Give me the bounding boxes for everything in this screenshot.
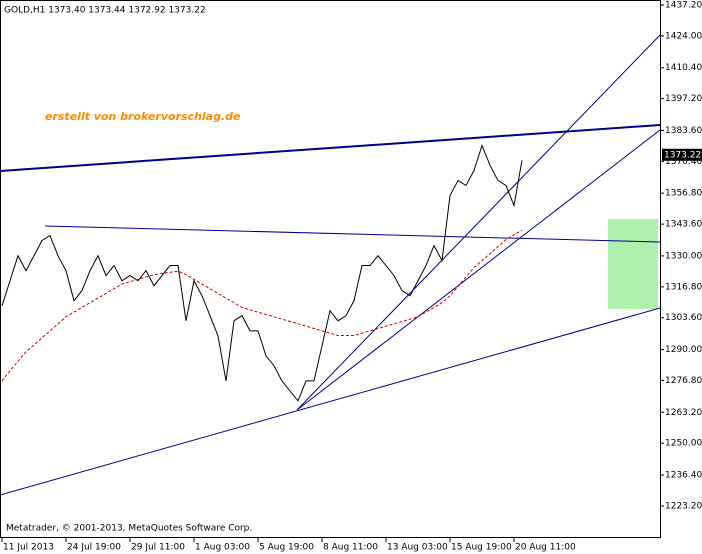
x-tick-label: 15 Aug 19:00 xyxy=(451,543,512,553)
trend-line xyxy=(296,34,661,411)
plot-frame xyxy=(0,0,661,538)
y-tick-label: 1410.40 xyxy=(665,63,702,73)
y-tick-label: 1316.80 xyxy=(665,282,702,292)
y-tick-label: 1236.40 xyxy=(665,471,702,481)
y-tick-label: 1330.00 xyxy=(665,251,702,261)
x-tick-label: 11 Jul 2013 xyxy=(3,543,54,553)
x-tick-label: 8 Aug 11:00 xyxy=(323,543,378,553)
y-tick-label: 1263.20 xyxy=(665,408,702,418)
y-tick-label: 1303.60 xyxy=(665,313,702,323)
price-line xyxy=(1,229,523,382)
y-tick-label: 1383.60 xyxy=(665,126,702,136)
y-tick-label: 1343.60 xyxy=(665,220,702,230)
x-tick-label: 1 Aug 03:00 xyxy=(195,543,250,553)
last-price-box xyxy=(662,148,702,161)
trend-line xyxy=(0,124,661,172)
x-tick-label: 13 Aug 03:00 xyxy=(387,543,448,553)
trend-line xyxy=(44,225,661,243)
y-tick-label: 1437.20 xyxy=(665,1,702,11)
footer: Metatrader, © 2001-2013, MetaQuotes Soft… xyxy=(6,524,252,534)
y-tick-label: 1370.40 xyxy=(665,157,702,167)
y-tick-label: 1276.80 xyxy=(665,376,702,386)
annotation: erstellt von brokervorschlag.de xyxy=(45,110,241,123)
trend-lines xyxy=(0,34,661,496)
y-tick-label: 1356.80 xyxy=(665,189,702,199)
trend-line xyxy=(296,129,661,411)
price-line xyxy=(1,143,523,402)
y-tick-label: 1424.00 xyxy=(665,31,702,41)
x-tick-label: 5 Aug 19:00 xyxy=(259,543,314,553)
x-tick-label: 20 Aug 11:00 xyxy=(515,543,576,553)
x-tick-label: 29 Jul 11:00 xyxy=(131,543,185,553)
chart-title: GOLD,H1 1373.40 1373.44 1372.92 1373.22 xyxy=(4,6,206,16)
y-tick-label: 1397.20 xyxy=(665,94,702,104)
y-tick-label: 1290.00 xyxy=(665,345,702,355)
last-price-label: 1373.22 xyxy=(664,150,701,160)
x-tick-label: 24 Jul 19:00 xyxy=(67,543,121,553)
zone xyxy=(608,219,658,309)
y-tick-label: 1250.00 xyxy=(665,439,702,449)
y-tick-label: 1223.20 xyxy=(665,501,702,511)
trend-line xyxy=(0,307,661,496)
